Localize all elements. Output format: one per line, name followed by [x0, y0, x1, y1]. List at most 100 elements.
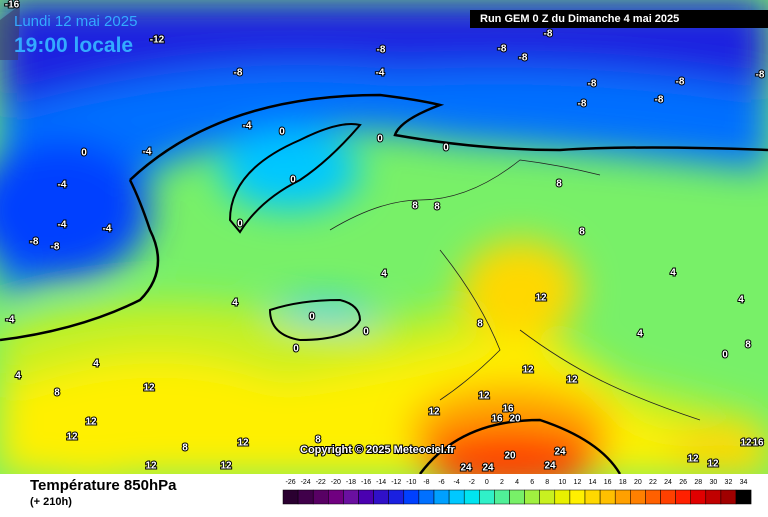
- isotherm-label: 0: [309, 312, 315, 323]
- scale-label: 6: [530, 479, 534, 486]
- scale-label: -2: [469, 479, 475, 486]
- isotherm-label: 24: [482, 463, 494, 474]
- scale-swatch: [584, 489, 601, 505]
- isotherm-label: 12: [478, 391, 490, 402]
- isotherm-label: -4: [243, 121, 252, 132]
- isotherm-label: 8: [182, 443, 188, 454]
- isotherm-label: 0: [377, 134, 383, 145]
- isotherm-label: 8: [54, 388, 60, 399]
- isotherm-label: 0: [237, 219, 243, 230]
- isotherm-label: 0: [722, 350, 728, 361]
- isotherm-label: 4: [15, 371, 21, 382]
- scale-label: -14: [376, 479, 386, 486]
- isotherm-label: 12: [522, 365, 534, 376]
- scale-label: 10: [558, 479, 566, 486]
- scale-swatch: [373, 489, 389, 505]
- scale-label: 30: [709, 479, 717, 486]
- isotherm-label: -8: [676, 77, 685, 88]
- scale-swatch: [735, 489, 752, 505]
- scale-label: 26: [679, 479, 687, 486]
- scale-swatch: [509, 489, 525, 505]
- isotherm-label: 4: [738, 295, 744, 306]
- scale-label: 28: [694, 479, 702, 486]
- scale-label: -4: [454, 479, 460, 486]
- isotherm-label: 4: [232, 298, 238, 309]
- isotherm-label: 8: [434, 202, 440, 213]
- scale-swatch: [705, 489, 722, 505]
- scale-swatch: [660, 489, 676, 505]
- scale-swatch: [463, 489, 480, 505]
- scale-swatch: [539, 489, 556, 505]
- scale-swatch: [720, 489, 737, 505]
- scale-swatch: [358, 489, 374, 505]
- scale-swatch: [388, 489, 405, 505]
- scale-label: 16: [604, 479, 612, 486]
- copyright: Copyright © 2025 Meteociel.fr: [300, 444, 456, 456]
- isotherm-label: 4: [670, 268, 676, 279]
- scale-label: 18: [619, 479, 627, 486]
- scale-label: 24: [664, 479, 672, 486]
- scale-label: -8: [423, 479, 429, 486]
- scale-swatch: [403, 489, 420, 505]
- isotherm-label: -16: [5, 0, 20, 11]
- isotherm-label: 4: [93, 359, 99, 370]
- scale-swatch: [675, 489, 691, 505]
- scale-swatch: [690, 489, 707, 505]
- scale-label: -10: [406, 479, 416, 486]
- scale-swatch: [494, 489, 510, 505]
- isotherm-label: 24: [544, 461, 556, 472]
- isotherm-label: -4: [6, 315, 15, 326]
- isotherm-label: 0: [443, 143, 449, 154]
- forecast-time: 19:00 locale: [14, 34, 133, 57]
- scale-swatch: [312, 489, 329, 505]
- isotherm-label: -8: [498, 44, 507, 55]
- isotherm-label: 24: [554, 447, 566, 458]
- scale-label: 0: [485, 479, 489, 486]
- isotherm-label: 12: [85, 417, 97, 428]
- isotherm-label: 0: [290, 175, 296, 186]
- isotherm-label: 8: [477, 319, 483, 330]
- lead-time: (+ 210h): [30, 496, 72, 508]
- scale-swatch: [554, 489, 571, 505]
- isotherm-label: -8: [519, 53, 528, 64]
- scale-swatch: [599, 489, 616, 505]
- scale-label: 4: [515, 479, 519, 486]
- isotherm-label: 8: [556, 179, 562, 190]
- isotherm-label: -8: [655, 95, 664, 106]
- isotherm-label: 16: [502, 404, 514, 415]
- isotherm-label: 12: [535, 293, 547, 304]
- scale-swatch: [343, 489, 359, 505]
- scale-label: -16: [361, 479, 371, 486]
- isotherm-label: -8: [588, 79, 597, 90]
- scale-swatch: [614, 489, 631, 505]
- isotherm-label: 16: [491, 414, 503, 425]
- scale-swatch: [328, 489, 344, 505]
- isotherm-label: -8: [377, 45, 386, 56]
- scale-swatch: [569, 489, 586, 505]
- scale-swatch: [433, 489, 450, 505]
- forecast-date: Lundi 12 mai 2025: [14, 13, 137, 30]
- scale-label: 8: [545, 479, 549, 486]
- scale-label: -18: [346, 479, 356, 486]
- isotherm-label: -8: [234, 68, 243, 79]
- scale-label: -24: [301, 479, 311, 486]
- scale-label: 14: [589, 479, 597, 486]
- isotherm-label: -12: [150, 35, 165, 46]
- isotherm-label: -8: [544, 29, 553, 40]
- isotherm-label: -4: [103, 224, 112, 235]
- scale-label: -12: [391, 479, 401, 486]
- isotherm-label: 24: [460, 463, 472, 474]
- scale-label: -6: [438, 479, 444, 486]
- scale-swatch: [418, 489, 435, 505]
- scale-label: -22: [316, 479, 326, 486]
- isotherm-label: 0: [279, 127, 285, 138]
- isotherm-label: 12: [145, 461, 157, 472]
- scale-swatch: [297, 489, 314, 505]
- isotherm-label: 12: [143, 383, 155, 394]
- field-title: Température 850hPa: [30, 477, 177, 494]
- isotherm-label: 0: [81, 148, 87, 159]
- scale-swatch: [524, 489, 540, 505]
- isotherm-label: 12: [707, 459, 719, 470]
